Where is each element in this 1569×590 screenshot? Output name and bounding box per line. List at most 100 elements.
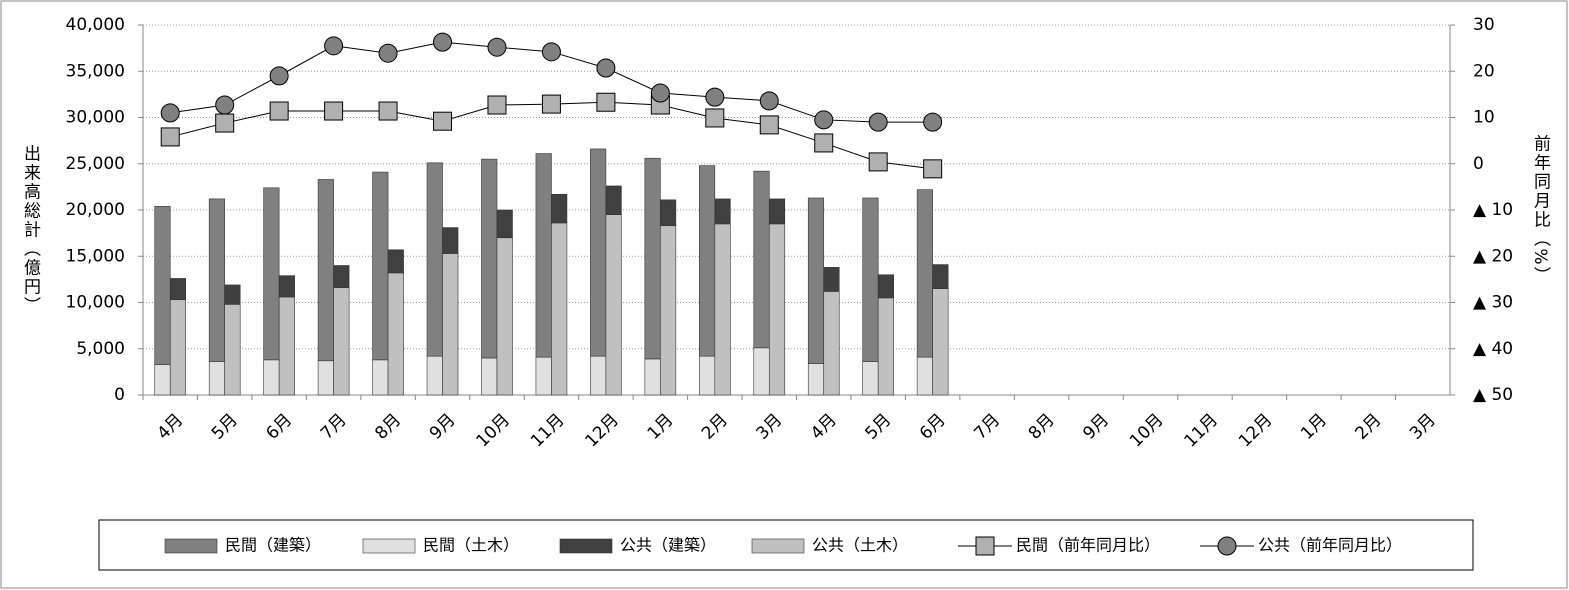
marker <box>160 103 180 123</box>
legend-marker <box>975 536 995 556</box>
marker <box>541 42 561 62</box>
bar <box>699 165 716 357</box>
bar <box>660 225 677 396</box>
marker <box>923 159 943 179</box>
bar <box>169 278 187 301</box>
bar <box>224 304 241 396</box>
marker <box>814 110 834 130</box>
y2-tick-label: ▲ 40 <box>1473 339 1513 359</box>
bar <box>807 363 825 396</box>
y-tick-label: 20,000 <box>66 200 125 220</box>
legend-swatch <box>362 538 416 554</box>
marker <box>487 95 507 115</box>
bar <box>644 358 661 396</box>
bar <box>317 360 334 396</box>
bar <box>481 357 498 396</box>
y-tick-label: 0 <box>114 385 125 405</box>
y-tick-label: 25,000 <box>66 154 125 174</box>
marker <box>759 115 779 135</box>
marker <box>596 58 616 78</box>
legend-box <box>98 519 1474 571</box>
marker <box>868 112 888 132</box>
marker <box>814 133 834 153</box>
marker <box>215 95 235 115</box>
legend-label: 民間（土木） <box>423 536 519 555</box>
bar <box>590 355 607 396</box>
bar <box>753 347 770 396</box>
bar <box>714 198 731 225</box>
marker <box>433 111 453 131</box>
y2-tick-label: ▲ 30 <box>1473 293 1513 313</box>
bar <box>426 355 443 396</box>
bar <box>932 264 949 289</box>
legend-swatch <box>751 538 805 554</box>
bar <box>169 299 187 396</box>
y-tick-label: 15,000 <box>66 246 125 266</box>
bar <box>551 193 568 224</box>
y-tick-label: 5,000 <box>76 339 125 359</box>
marker <box>160 127 180 147</box>
bar <box>916 189 933 358</box>
bar <box>877 274 894 299</box>
bar <box>807 197 825 364</box>
marker <box>269 66 289 86</box>
legend-swatch <box>559 538 613 554</box>
y2-tick-label: ▲ 20 <box>1473 246 1513 266</box>
y-tick-label: 30,000 <box>66 108 125 128</box>
y2-tick-label: ▲ 50 <box>1473 385 1513 405</box>
marker <box>215 113 235 133</box>
bar <box>333 287 350 396</box>
bar <box>263 187 280 361</box>
bar <box>862 361 879 396</box>
y-tick-label: 10,000 <box>66 293 125 313</box>
bar <box>263 359 280 396</box>
legend-label: 公共（建築） <box>620 536 716 555</box>
marker <box>378 43 398 63</box>
y2-tick-label: 10 <box>1473 108 1495 128</box>
legend-label: 民間（建築） <box>225 536 321 555</box>
marker <box>541 94 561 114</box>
bar <box>605 214 622 396</box>
bar <box>551 222 568 396</box>
y2-tick-label: ▲ 10 <box>1473 200 1513 220</box>
marker <box>868 152 888 172</box>
bar <box>278 275 295 298</box>
marker <box>269 101 289 121</box>
y-tick-label: 35,000 <box>66 61 125 81</box>
bar <box>932 288 949 396</box>
bar <box>372 171 389 361</box>
bar <box>660 199 677 227</box>
y-tick-label: 40,000 <box>66 15 125 35</box>
bar <box>387 272 404 396</box>
bar <box>535 356 552 396</box>
bar <box>224 284 241 305</box>
bar <box>535 153 552 358</box>
bar <box>317 179 334 362</box>
legend-label: 公共（土木） <box>812 536 908 555</box>
bar <box>208 198 225 362</box>
legend-marker <box>1217 536 1237 556</box>
y2-axis-title: 前年同月比（%） <box>1530 134 1551 285</box>
bar <box>154 206 171 365</box>
bar <box>372 359 389 396</box>
bar <box>442 227 459 254</box>
legend-swatch <box>164 538 218 554</box>
y2-tick-label: 0 <box>1473 154 1484 174</box>
bar <box>278 296 295 396</box>
bar <box>823 291 840 396</box>
bar <box>426 162 443 357</box>
marker <box>324 101 344 121</box>
bar <box>714 223 731 396</box>
marker <box>705 87 725 107</box>
marker <box>650 83 670 103</box>
bar <box>208 361 225 396</box>
bar <box>442 253 459 396</box>
marker <box>596 92 616 112</box>
marker <box>487 37 507 57</box>
marker <box>378 101 398 121</box>
bar <box>605 185 622 215</box>
bar <box>862 197 879 363</box>
bar <box>644 157 661 360</box>
y2-tick-label: 20 <box>1473 61 1495 81</box>
